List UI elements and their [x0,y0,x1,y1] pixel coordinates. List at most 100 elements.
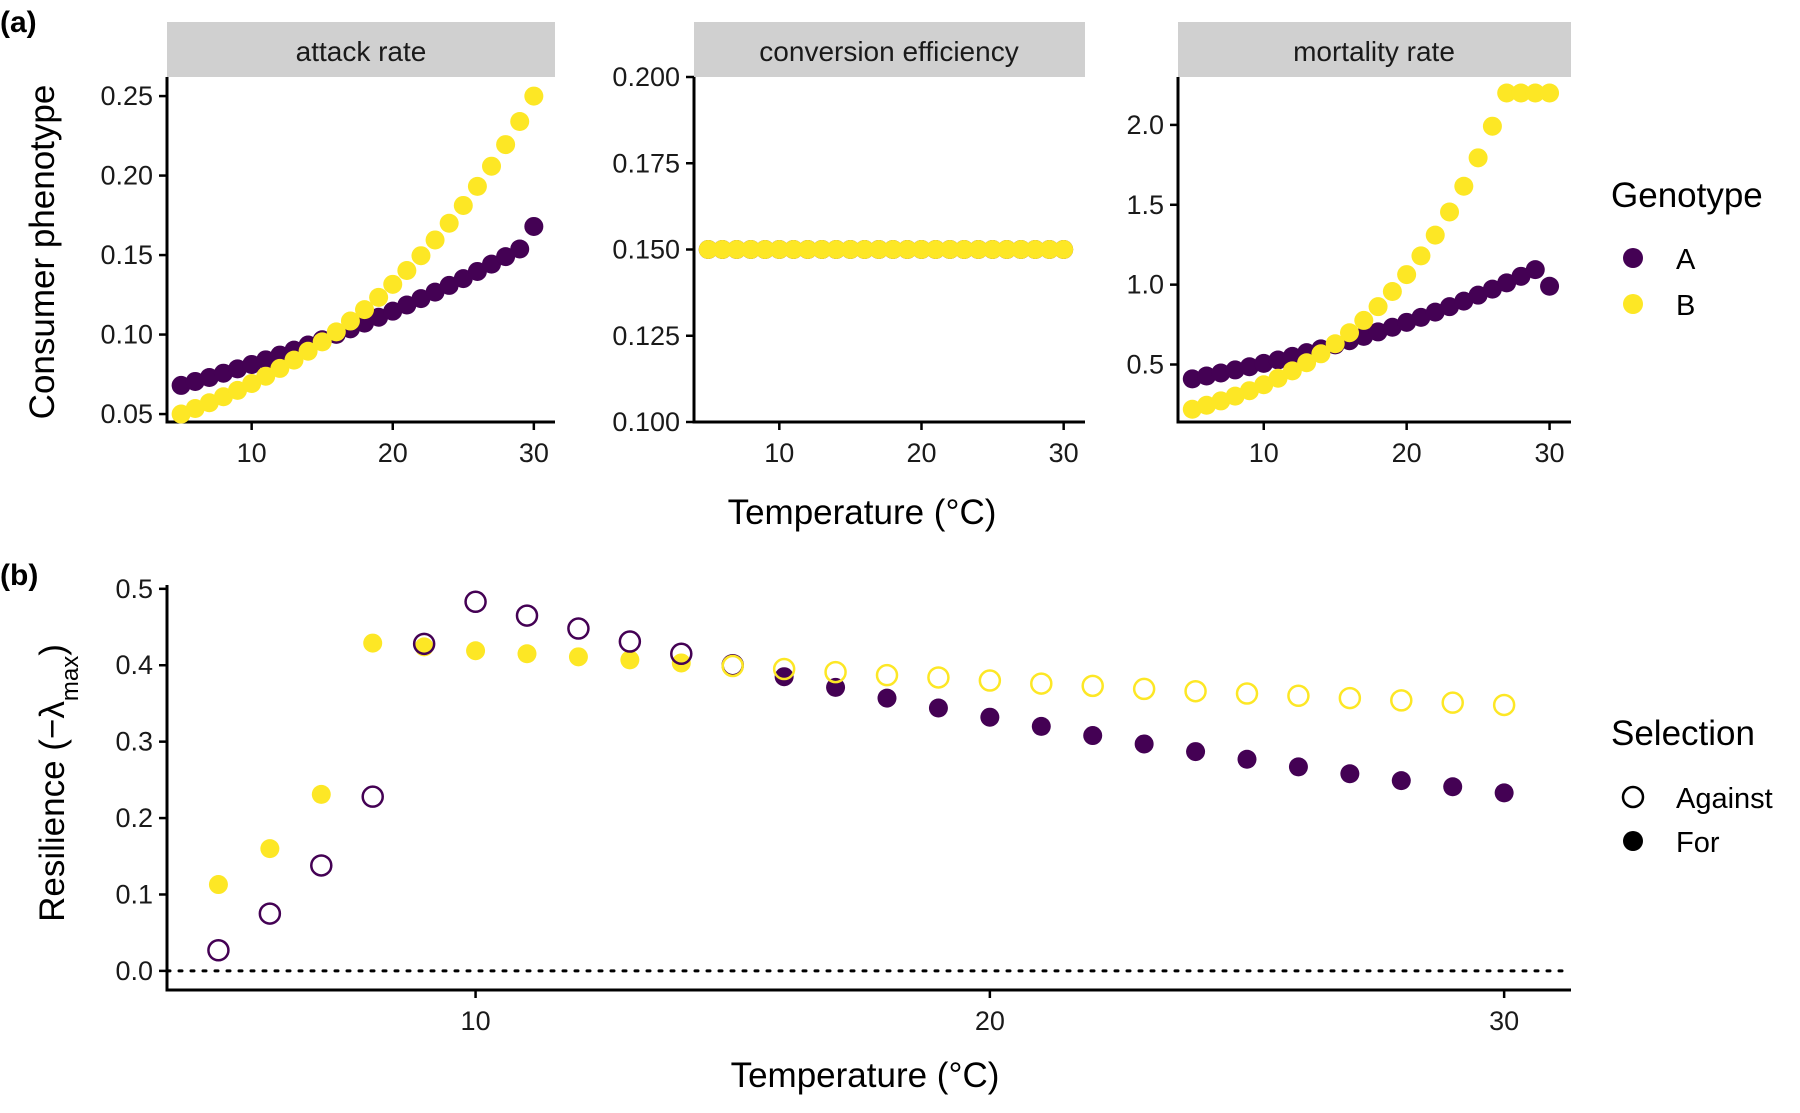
panel-b-y-tick-label: 0.4 [115,650,153,680]
panel-a-label: (a) [0,6,37,39]
resilience-point-a-against [361,785,384,808]
data-point-genotype-a [1482,279,1502,299]
data-point-genotype-a [1382,317,1402,337]
resilience-point-b-against [1132,677,1156,701]
facet-y-tick-label: 0.150 [612,235,680,265]
data-point-genotype-b [698,240,718,259]
facet-plot-attack-rate: 0.05 0.10 0.15 0.20 0.25 10 20 30 [100,77,555,468]
panel-a-y-axis-title: Consumer phenotype [23,85,62,420]
resilience-point-a-for [1391,771,1411,791]
data-point-genotype-a [1540,276,1560,296]
data-point-genotype-a [1468,285,1488,305]
data-point-genotype-b [1354,310,1374,330]
resilience-point-a-for [1237,749,1257,769]
resilience-point-a-for [928,698,948,718]
data-point-genotype-b [1311,344,1331,364]
resilience-point-a-for [877,688,897,708]
data-point-genotype-b [911,240,931,259]
genotype-legend-title: Genotype [1611,176,1763,215]
data-point-genotype-b [869,240,889,259]
data-point-genotype-b [1054,240,1074,259]
data-point-genotype-b [798,240,818,259]
data-point-genotype-b [1297,353,1317,373]
data-point-genotype-b [812,240,832,259]
data-point-genotype-b [1497,83,1517,103]
data-point-genotype-b [524,86,544,106]
resilience-point-b-against [1184,679,1207,703]
resilience-point-b-against [1030,672,1053,695]
data-point-genotype-a [1525,260,1545,280]
facet-x-tick-label: 20 [378,438,408,468]
facet-x-tick-label: 10 [764,438,794,468]
panel-a-x-axis-title: Temperature (°C) [728,493,997,532]
resilience-point-b-against [1287,684,1310,708]
data-point-genotype-b [1540,83,1560,103]
facet-title-attack-rate: attack rate [296,36,427,67]
legend-genotype-a-label: A [1676,244,1696,276]
resilience-point-a-against [310,854,333,877]
data-point-genotype-b [840,240,860,259]
data-point-genotype-b [270,358,290,378]
resilience-point-b-against [1492,693,1516,717]
resilience-point-b-for [517,644,537,664]
data-point-genotype-b [1039,240,1059,259]
resilience-point-a-for [1031,716,1051,736]
facet-y-tick-label: 1.5 [1126,190,1164,220]
data-point-genotype-b [983,240,1003,259]
data-point-genotype-b [741,240,761,259]
facet-y-tick-label: 0.20 [100,161,153,191]
data-point-genotype-b [1182,399,1202,419]
data-point-genotype-a [1282,346,1302,366]
data-point-genotype-b [1211,391,1231,411]
genotype-legend: Genotype A B [1611,176,1763,322]
data-point-genotype-b [727,240,747,259]
resilience-point-b-against [1338,686,1362,710]
facet-plot-mortality-rate: 0.5 1.0 1.5 2.0 10 20 30 [1126,77,1571,468]
data-point-genotype-b [284,350,304,370]
data-point-genotype-b [369,287,389,307]
data-point-genotype-a [1511,266,1531,286]
data-point-genotype-b [397,260,417,280]
resilience-point-b-against [1081,674,1104,698]
data-point-genotype-b [312,332,332,352]
data-point-genotype-b [1468,148,1488,168]
resilience-point-b-for [620,650,640,670]
facet-strip-mortality-rate: mortality rate [1178,22,1571,77]
data-point-genotype-b [755,240,775,259]
resilience-point-a-for [774,667,794,687]
data-point-genotype-b [1282,361,1302,381]
panel-b-x-tick-label: 30 [1489,1006,1519,1036]
resilience-point-a-against [618,630,642,653]
resilience-point-a-against [567,617,590,640]
facet-y-tick-label: 0.05 [100,399,153,429]
resilience-point-b-for [363,633,383,653]
data-point-genotype-a [1411,307,1431,327]
resilience-point-b-against [721,654,744,678]
data-point-genotype-b [784,240,804,259]
data-point-genotype-b [1511,83,1531,103]
data-point-genotype-a [439,275,459,295]
data-point-genotype-a [411,289,431,309]
panel-b-y-axis-title-main: Resilience (−λ [33,701,72,922]
resilience-point-b-against [978,669,1002,692]
data-point-genotype-b [242,374,262,394]
resilience-point-b-for [568,647,588,667]
resilience-point-a-against [412,632,436,656]
data-point-genotype-b [883,240,903,259]
legend-selection-for-marker [1623,831,1643,851]
data-point-genotype-b [1425,225,1445,245]
legend-selection-against-marker [1621,785,1645,809]
facet-x-tick-label: 30 [519,438,549,468]
data-point-genotype-b [1339,323,1359,343]
panel-b-x-axis-title: Temperature (°C) [731,1056,1000,1095]
resilience-point-a-for [1186,742,1206,762]
data-point-genotype-b [1197,395,1217,415]
panel-b-y-axis-title-close: ) [33,644,72,656]
panel-b-y-tick-label: 0.0 [115,956,153,986]
data-point-genotype-a [1497,273,1517,293]
panel-b-y-tick-label: 0.1 [115,879,153,909]
data-point-genotype-b [340,311,360,331]
facet-x-tick-label: 20 [906,438,936,468]
data-point-genotype-b [326,322,346,342]
data-point-genotype-b [496,135,516,155]
